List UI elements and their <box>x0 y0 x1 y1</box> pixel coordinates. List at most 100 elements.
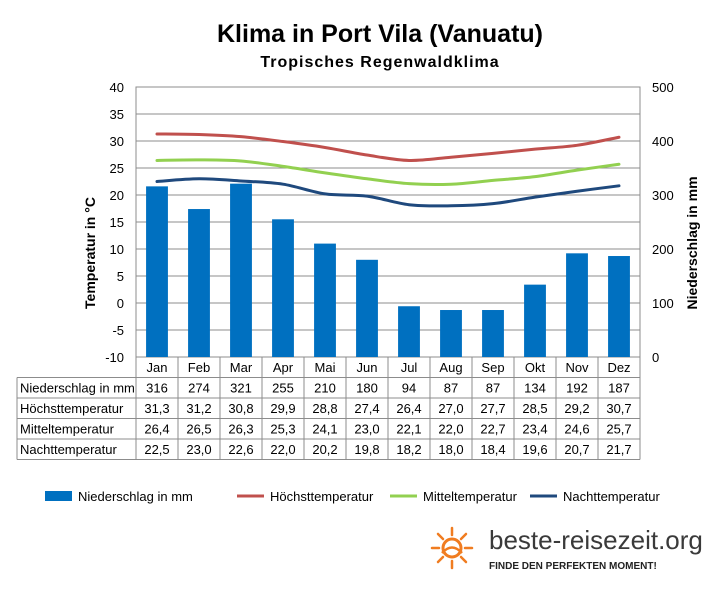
category-label: Dez <box>607 360 630 375</box>
chart-title: Klima in Port Vila (Vanuatu) <box>217 20 543 48</box>
precipitation-bar <box>314 243 336 357</box>
y-axis-right-ticks: 500 400 300 200 100 0 <box>652 80 674 365</box>
gridlines <box>136 86 640 358</box>
legend: Niederschlag in mm Höchsttemperatur Mittel… <box>45 489 660 504</box>
table-cell: 31,3 <box>144 401 169 416</box>
brand-tagline: FINDE DEN PERFEKTEN MOMENT! <box>489 561 657 572</box>
table-cell: 316 <box>146 381 168 396</box>
brand-name: beste-reisezeit.org <box>489 525 703 555</box>
table-cell: 30,7 <box>606 401 631 416</box>
table-cell: 29,9 <box>270 401 295 416</box>
table-cell: 28,8 <box>312 401 337 416</box>
table-cell: 22,0 <box>438 422 463 437</box>
y-right-tick-label: 0 <box>652 350 659 365</box>
table-cell: 25,7 <box>606 422 631 437</box>
y-right-tick-label: 300 <box>652 188 674 203</box>
y-left-tick-label: 30 <box>110 134 124 149</box>
table-cell: 210 <box>314 381 336 396</box>
y-left-tick-label: 25 <box>110 161 124 176</box>
table-cell: 19,8 <box>354 442 379 457</box>
table-row: Niederschlag in mm 316 274 321 255 210 180 94 87… <box>20 381 630 396</box>
table-cell: 22,1 <box>396 422 421 437</box>
table-cell: 87 <box>444 381 458 396</box>
precipitation-bar <box>566 253 588 357</box>
table-cell: 22,7 <box>480 422 505 437</box>
legend-label: Höchsttemperatur <box>270 489 374 504</box>
table-cell: 26,5 <box>186 422 211 437</box>
table-cell: 187 <box>608 381 630 396</box>
table-cell: 321 <box>230 381 252 396</box>
table-cell: 24,1 <box>312 422 337 437</box>
table-cell: 21,7 <box>606 442 631 457</box>
y-left-tick-label: 35 <box>110 107 124 122</box>
precipitation-bar <box>272 219 294 357</box>
precipitation-bar <box>230 183 252 357</box>
table-cell: 18,0 <box>438 442 463 457</box>
category-label: Apr <box>273 360 294 375</box>
table-cell: 31,2 <box>186 401 211 416</box>
sun-icon <box>430 526 474 570</box>
table-row-label: Niederschlag in mm <box>20 381 135 396</box>
hoechsttemperatur-line <box>155 132 621 162</box>
legend-label: Niederschlag in mm <box>78 489 193 504</box>
y-right-tick-label: 500 <box>652 80 674 95</box>
table-cell: 22,0 <box>270 442 295 457</box>
legend-item: Mitteltemperatur <box>390 489 518 504</box>
y-left-tick-label: -10 <box>105 350 124 365</box>
y-axis-right-label: Niederschlag in mm <box>684 176 700 309</box>
precipitation-bar <box>146 186 168 357</box>
table-cell: 19,6 <box>522 442 547 457</box>
chart-subtitle: Tropisches Regenwaldklima <box>260 54 499 71</box>
table-row-label: Nachttemperatur <box>20 442 117 457</box>
data-table: Jan Feb Mar Apr Mai Jun Jul Aug Sep Okt Nov Dez Nied… <box>16 357 641 460</box>
table-row-label: Mitteltemperatur <box>20 422 115 437</box>
table-cell: 274 <box>188 381 210 396</box>
y-left-tick-label: 40 <box>110 80 124 95</box>
table-cell: 180 <box>356 381 378 396</box>
y-right-tick-label: 100 <box>652 296 674 311</box>
table-cell: 18,2 <box>396 442 421 457</box>
y-axis-left-ticks: 40 35 30 25 20 15 10 5 0 -5 -10 <box>105 80 124 365</box>
precipitation-bar <box>608 256 630 357</box>
y-right-tick-label: 200 <box>652 242 674 257</box>
table-cell: 26,4 <box>396 401 421 416</box>
table-cell: 20,7 <box>564 442 589 457</box>
table-cell: 87 <box>486 381 500 396</box>
precipitation-bar <box>440 310 462 357</box>
table-row: Höchsttemperatur 31,3 31,2 30,8 29,9 28,8 27,4… <box>20 401 632 416</box>
table-cell: 255 <box>272 381 294 396</box>
legend-item: Höchsttemperatur <box>237 489 374 504</box>
table-cell: 23,4 <box>522 422 547 437</box>
precipitation-bar <box>188 209 210 357</box>
legend-item: Nachttemperatur <box>530 489 660 504</box>
category-label: Mai <box>315 360 336 375</box>
table-cell: 20,2 <box>312 442 337 457</box>
table-cell: 192 <box>566 381 588 396</box>
y-left-tick-label: -5 <box>112 323 124 338</box>
category-label: Nov <box>565 360 589 375</box>
category-label: Aug <box>439 360 462 375</box>
category-label: Mar <box>230 360 253 375</box>
table-cell: 27,0 <box>438 401 463 416</box>
y-right-tick-label: 400 <box>652 134 674 149</box>
table-row: Nachttemperatur 22,5 23,0 22,6 22,0 20,2 19,8 1… <box>20 442 632 457</box>
precipitation-bar <box>524 284 546 357</box>
precipitation-bar <box>356 259 378 357</box>
table-cell: 27,7 <box>480 401 505 416</box>
table-cell: 26,4 <box>144 422 169 437</box>
mitteltemperatur-line <box>155 158 621 187</box>
precipitation-bar <box>482 310 504 357</box>
legend-swatch <box>45 491 72 501</box>
legend-label: Mitteltemperatur <box>423 489 518 504</box>
table-cell: 25,3 <box>270 422 295 437</box>
legend-label: Nachttemperatur <box>563 489 660 504</box>
table-cell: 22,6 <box>228 442 253 457</box>
y-left-tick-label: 15 <box>110 215 124 230</box>
table-cell: 18,4 <box>480 442 505 457</box>
y-left-tick-label: 0 <box>117 296 124 311</box>
category-label: Sep <box>481 360 504 375</box>
category-label: Jun <box>357 360 378 375</box>
table-cell: 24,6 <box>564 422 589 437</box>
